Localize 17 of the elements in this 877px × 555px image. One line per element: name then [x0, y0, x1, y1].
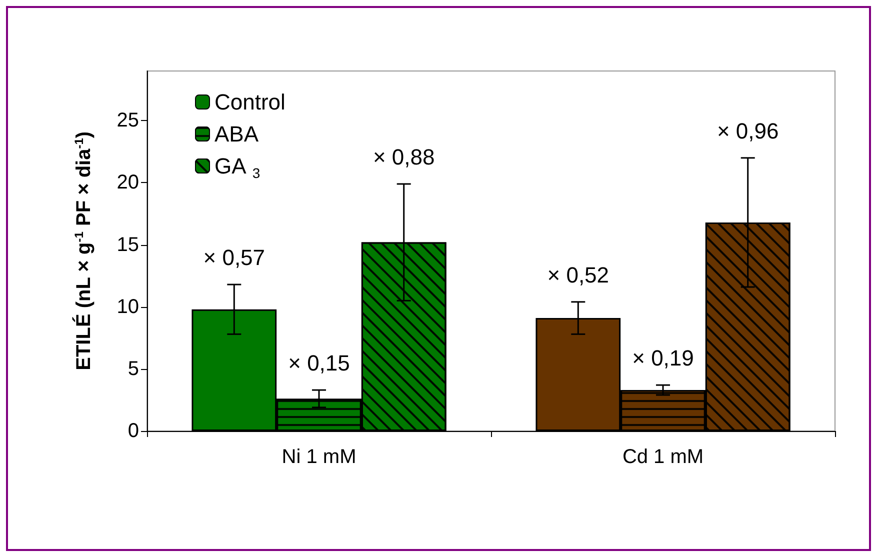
x-tick-label: Cd 1 mM	[622, 446, 704, 468]
y-tick-label: 5	[128, 358, 139, 380]
y-tick-label: 15	[116, 234, 139, 256]
annotation: × 0,88	[372, 144, 435, 170]
x-tick-label: Ni 1 mM	[282, 446, 356, 468]
y-tick-label: 0	[128, 420, 139, 442]
y-tick-label: 25	[116, 110, 139, 132]
annotation: × 0,57	[203, 245, 266, 270]
y-tick-label: 20	[116, 172, 139, 194]
y-axis-title: ETILÉ (nL × g-1 PF × dia-1)	[72, 131, 95, 370]
annotation: × 0,19	[632, 346, 694, 371]
y-tick-label: 10	[116, 296, 139, 318]
legend-label: ABA	[214, 122, 259, 146]
annotation: × 0,96	[716, 118, 779, 144]
annotation: × 0,52	[547, 262, 610, 288]
legend-label: Control	[214, 90, 286, 114]
annotation: × 0,15	[288, 350, 350, 376]
